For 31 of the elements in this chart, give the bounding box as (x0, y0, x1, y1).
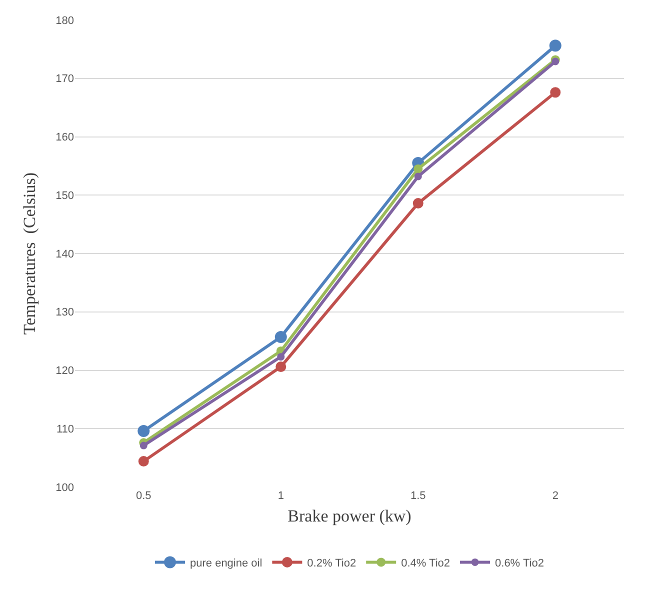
point (552, 58, 560, 66)
x-tick-label: 0.5 (136, 490, 152, 502)
point (276, 362, 286, 372)
y-tick-label: 160 (56, 132, 74, 144)
y-tick-label: 100 (56, 482, 74, 494)
point (274, 330, 287, 343)
y-tick-label: 130 (56, 306, 74, 319)
point (549, 40, 562, 52)
point (138, 456, 149, 467)
y-tick-label: 140 (56, 248, 74, 260)
point (414, 172, 422, 180)
x-tick-label: 1 (278, 490, 284, 502)
y-tick-label: 180 (56, 14, 74, 27)
legend-label: pure engine oil (190, 558, 262, 570)
x-axis-title: Brake power (kw) (288, 506, 412, 526)
point (550, 87, 561, 98)
legend-label: 0.4% Tio2 (401, 558, 450, 570)
y-tick-label: 120 (56, 365, 74, 378)
point (412, 198, 424, 209)
point (138, 424, 150, 437)
y-axis-title: Temperatures (Celsius) (20, 172, 40, 335)
y-tick-label: 110 (56, 423, 74, 436)
legend-label: 0.2% Tio2 (307, 558, 356, 570)
x-tick-label: 1.5 (410, 490, 426, 502)
point (140, 442, 148, 450)
point (414, 164, 423, 174)
legend-label: 0.6% Tio2 (495, 558, 544, 570)
y-tick-label: 170 (56, 73, 74, 86)
x-tick-label: 2 (552, 490, 558, 502)
y-tick-label: 150 (56, 190, 74, 202)
point (277, 353, 285, 361)
